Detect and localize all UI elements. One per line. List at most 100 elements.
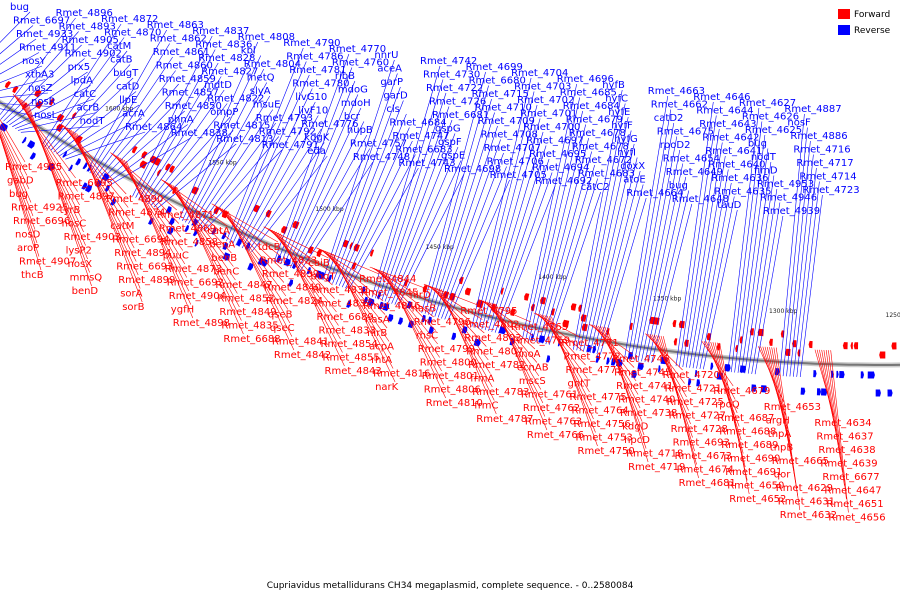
reverse-feature-arrow xyxy=(236,238,242,247)
map-caption: Cupriavidus metallidurans CH34 megaplasm… xyxy=(267,581,634,591)
reverse-gene-label: Rmet_4872 xyxy=(101,14,158,25)
reverse-gene-label: Rmet_4704 xyxy=(511,68,568,79)
leader-line xyxy=(522,83,577,340)
forward-gene-label: rpoQ xyxy=(715,400,740,411)
reverse-gene-label: Rmet_4706 xyxy=(487,157,544,168)
leader-line xyxy=(779,113,805,376)
forward-gene-label: Rmet_4691 xyxy=(725,467,782,478)
reverse-gene-label: nosY xyxy=(22,56,47,67)
leader-line xyxy=(101,97,182,180)
reverse-gene-label: catB xyxy=(110,55,133,66)
reverse-gene-label: Rmet_4857 xyxy=(162,88,219,99)
forward-gene-label: Rmet_4935 xyxy=(5,162,62,173)
reverse-gene-label: Rmet_4679 xyxy=(566,115,623,126)
forward-gene-label: Rmet_4831 xyxy=(313,285,370,296)
forward-gene-label: Rmet_4846 xyxy=(363,301,420,312)
leader-line xyxy=(627,109,672,360)
forward-gene-label: narK xyxy=(375,382,399,393)
forward-gene-label: Rmet_4874 xyxy=(108,208,165,219)
forward-gene-label: hpcD xyxy=(624,435,650,446)
leader-line xyxy=(12,85,91,128)
forward-gene-label: nosD xyxy=(15,230,41,241)
leader-line xyxy=(484,131,544,331)
reverse-feature-arrow xyxy=(606,357,610,365)
leader-line xyxy=(637,149,681,361)
reverse-gene-label: llpE xyxy=(119,95,137,106)
reverse-feature-arrow xyxy=(724,364,731,372)
reverse-gene-label: xthA3 xyxy=(25,70,54,81)
reverse-gene-label: Rmet_4702 xyxy=(517,95,574,106)
leader-line xyxy=(532,124,586,342)
forward-gene-label: Rmet_4741 xyxy=(616,381,673,392)
forward-feature-arrow xyxy=(169,165,176,173)
reverse-gene-label: Rmet_4649 xyxy=(666,167,723,178)
reverse-gene-label: Rmet_4648 xyxy=(672,194,729,205)
reverse-gene-label: Rmet_4747 xyxy=(392,131,449,142)
reverse-gene-label: Rmet_4625 xyxy=(745,125,802,136)
reverse-gene-label: hyfE xyxy=(608,107,630,118)
reverse-feature-arrow xyxy=(427,316,432,324)
reverse-gene-label: Rmet_6681 xyxy=(432,110,489,121)
leader-line xyxy=(59,104,140,156)
reverse-gene-label: Rmet_4860 xyxy=(156,61,213,72)
leader-line xyxy=(606,327,649,463)
reverse-gene-label: Rmet_4902 xyxy=(65,49,122,60)
reverse-feature-arrow xyxy=(257,257,264,266)
reverse-gene-label: kdgK xyxy=(304,133,329,144)
reverse-gene-label: Rmet_4730 xyxy=(423,70,480,81)
reverse-feature-arrow xyxy=(821,388,828,396)
reverse-feature-arrow xyxy=(499,326,506,335)
forward-gene-label: Rmet_4764 xyxy=(572,406,629,417)
reverse-feature-arrow xyxy=(397,317,403,325)
forward-gene-label: Rmet_4745 xyxy=(614,368,671,379)
leader-line xyxy=(6,58,85,124)
leader-line xyxy=(104,110,185,182)
forward-gene-label: Rmet_4925 xyxy=(11,203,68,214)
reverse-gene-label: Rmet_4715 xyxy=(472,89,529,100)
leader-line xyxy=(489,302,542,390)
reverse-gene-label: Rmet_4684 xyxy=(563,101,620,112)
leader-line xyxy=(699,196,735,369)
reverse-gene-label: Rmet_4678 xyxy=(569,128,626,139)
reverse-feature-arrow xyxy=(637,362,644,370)
forward-gene-label: ecnAB xyxy=(517,363,549,374)
reverse-gene-label: Rmet_4646 xyxy=(693,92,750,103)
forward-gene-label: Rmet_4855 xyxy=(323,353,380,364)
leader-line xyxy=(153,130,234,208)
forward-gene-label: sorA xyxy=(120,289,142,300)
leader-line xyxy=(277,232,343,353)
reverse-gene-label: Rmet_6680 xyxy=(469,76,526,87)
leader-line xyxy=(56,91,137,155)
reverse-gene-label: slyA xyxy=(250,86,271,97)
reverse-feature-arrow xyxy=(751,384,757,392)
reverse-gene-label: fimD xyxy=(754,166,778,177)
reverse-feature-arrow xyxy=(222,252,230,261)
forward-gene-label: Rmet_4762 xyxy=(523,403,580,414)
leader-line xyxy=(70,129,137,262)
leader-line xyxy=(583,130,632,352)
forward-gene-label: Rmet_4840 xyxy=(264,283,321,294)
forward-gene-label: benC xyxy=(213,267,239,278)
forward-gene-label: Rmet_4740 xyxy=(618,395,675,406)
leader-line xyxy=(599,197,647,355)
forward-feature-arrow xyxy=(370,249,375,257)
forward-gene-label: Rmet_4629 xyxy=(776,483,833,494)
legend-label-reverse: Reverse xyxy=(854,26,891,36)
forward-feature-arrow xyxy=(4,81,12,89)
reverse-gene-label: Rmet_4703 xyxy=(514,82,571,93)
reverse-gene-label: Rmet_4886 xyxy=(790,131,847,142)
leader-line xyxy=(692,169,729,369)
forward-gene-label: Rmet_4839 xyxy=(262,269,319,280)
reverse-gene-label: Rmet_4714 xyxy=(799,172,856,183)
tick-label: 1450 kbp xyxy=(426,244,454,251)
tick-label: 1250 kbp xyxy=(886,312,900,319)
forward-gene-label: Rmet_4796 xyxy=(414,317,471,328)
reverse-feature-arrow xyxy=(836,370,839,378)
reverse-feature-arrow xyxy=(595,355,600,363)
leader-line xyxy=(178,41,259,220)
leader-line xyxy=(275,231,341,340)
reverse-gene-label: phnA xyxy=(168,115,194,126)
forward-gene-label: Rmet_4689 xyxy=(721,440,778,451)
leader-line xyxy=(0,123,28,176)
reverse-feature-arrow xyxy=(82,162,88,170)
